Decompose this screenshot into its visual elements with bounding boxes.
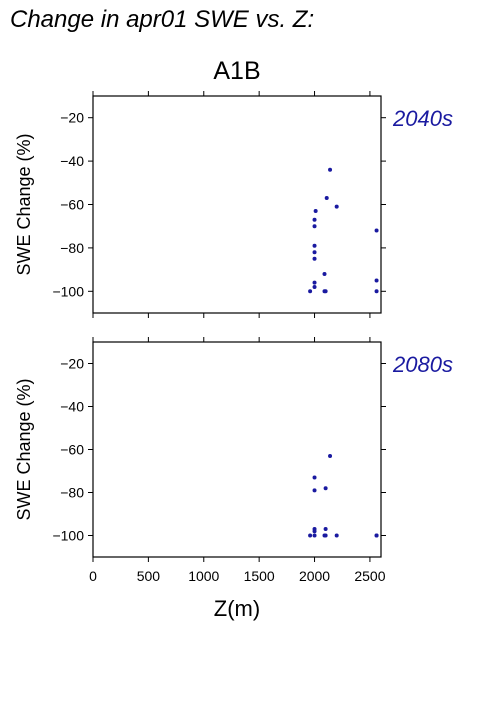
data-point <box>374 278 379 283</box>
y-tick-label: −40 <box>60 399 84 415</box>
data-point <box>323 486 328 491</box>
data-point <box>313 209 318 214</box>
x-tick-label: 2000 <box>299 568 330 584</box>
data-point <box>312 533 317 538</box>
y-axis-label: SWE Change (%) <box>14 378 34 520</box>
x-tick-label: 0 <box>89 568 97 584</box>
data-point <box>324 195 329 200</box>
period-label: 2040s <box>392 106 453 131</box>
plot-frame <box>92 341 382 558</box>
data-point <box>312 284 317 289</box>
data-point <box>374 289 379 294</box>
x-tick-label: 1000 <box>188 568 219 584</box>
x-tick-label: 1500 <box>244 568 275 584</box>
data-point <box>312 224 317 229</box>
figure-title: Change in apr01 SWE vs. Z: <box>10 6 314 33</box>
data-point <box>312 243 317 248</box>
data-point <box>312 250 317 255</box>
scenario-label: A1B <box>213 57 260 85</box>
x-tick-label: 2500 <box>354 568 385 584</box>
data-point <box>374 228 379 233</box>
data-point <box>323 527 328 532</box>
y-tick-label: −100 <box>52 283 84 299</box>
x-tick-label: 500 <box>137 568 161 584</box>
panel-2080s: −20 −40 −60 −80 −100 0 500 1000 1500 2000 2500 SWE … <box>14 337 453 621</box>
x-axis-label: Z(m) <box>214 596 260 621</box>
data-point <box>312 488 317 493</box>
panel-2040s: −20 −40 −60 −80 −100 SWE Change (%) 2040s <box>14 91 453 318</box>
data-point <box>308 289 313 294</box>
data-point <box>312 217 317 222</box>
data-point <box>334 204 339 209</box>
data-point <box>334 533 339 538</box>
data-point <box>322 271 327 276</box>
data-point <box>323 289 328 294</box>
data-point <box>328 453 333 458</box>
data-point <box>308 533 313 538</box>
data-point <box>312 475 317 480</box>
data-point <box>312 527 317 532</box>
data-point <box>328 167 333 172</box>
y-tick-label: −60 <box>60 442 84 458</box>
y-tick-label: −80 <box>60 485 84 501</box>
y-tick-label: −60 <box>60 197 84 213</box>
data-point <box>312 256 317 261</box>
data-point <box>312 280 317 285</box>
y-axis-label: SWE Change (%) <box>14 133 34 275</box>
period-label: 2080s <box>392 352 453 377</box>
plot-frame <box>92 95 382 314</box>
y-tick-label: −40 <box>60 153 84 169</box>
y-tick-label: −80 <box>60 240 84 256</box>
y-tick-label: −20 <box>60 356 84 372</box>
y-tick-label: −100 <box>52 528 84 544</box>
data-point <box>323 533 328 538</box>
data-point <box>374 533 379 538</box>
y-tick-label: −20 <box>60 110 84 126</box>
